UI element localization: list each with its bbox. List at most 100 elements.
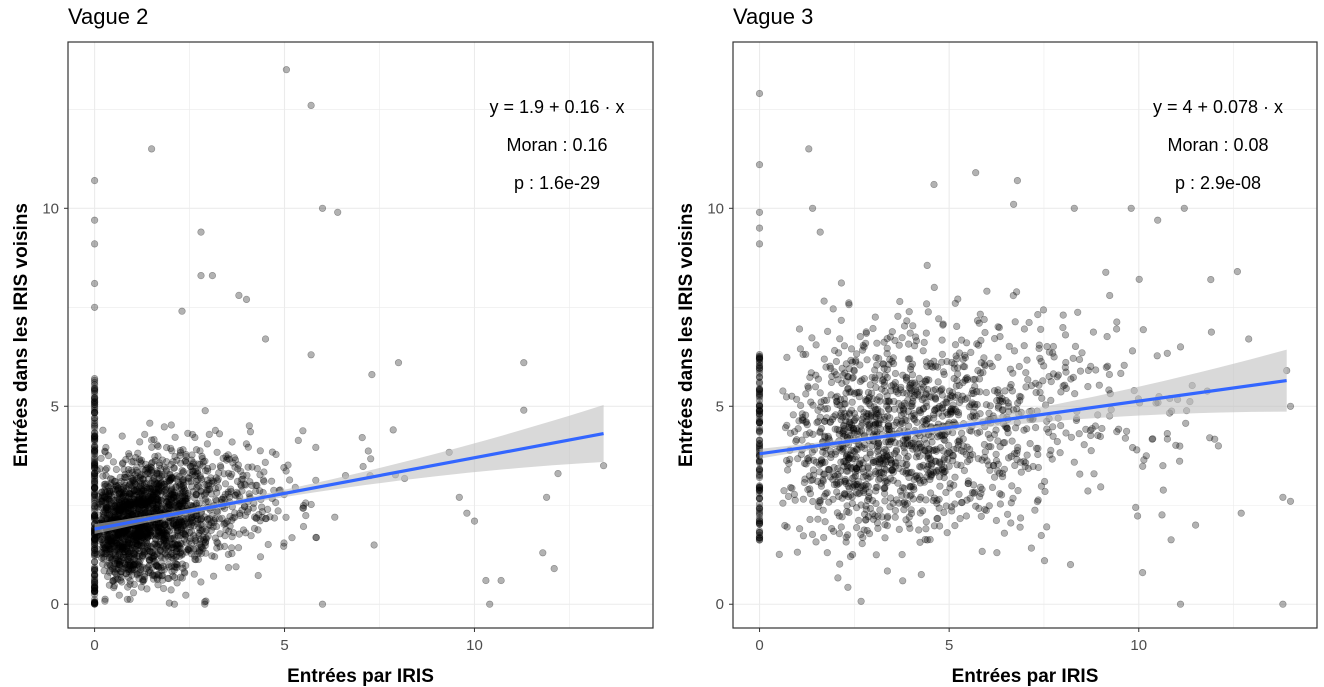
- data-point: [90, 461, 99, 469]
- data-point: [282, 513, 290, 521]
- data-point: [1014, 487, 1022, 495]
- data-point: [122, 569, 130, 577]
- data-point: [90, 540, 99, 548]
- data-point: [135, 562, 143, 570]
- data-point: [962, 512, 971, 520]
- data-point: [864, 416, 872, 424]
- data-point: [931, 362, 940, 370]
- data-point: [90, 449, 99, 457]
- data-point: [90, 538, 99, 547]
- data-point: [148, 145, 156, 153]
- data-point: [940, 508, 948, 517]
- data-point: [176, 552, 184, 560]
- data-point: [114, 541, 123, 549]
- data-point: [830, 463, 838, 472]
- data-point: [334, 208, 342, 216]
- data-point: [201, 480, 209, 489]
- data-point: [90, 488, 99, 496]
- data-point: [110, 501, 119, 510]
- data-point: [1016, 514, 1025, 522]
- data-point: [1154, 216, 1162, 224]
- data-point: [1117, 369, 1125, 378]
- data-point: [90, 590, 99, 599]
- data-point: [192, 465, 200, 473]
- data-point: [236, 511, 244, 520]
- data-point: [90, 460, 99, 468]
- data-point: [192, 491, 200, 499]
- data-point: [802, 390, 810, 398]
- data-point: [832, 357, 841, 366]
- data-point: [90, 558, 99, 566]
- data-point: [144, 493, 153, 501]
- stat-annotation: p : 2.9e-08: [1175, 173, 1261, 193]
- data-point: [90, 394, 99, 403]
- data-point: [975, 504, 983, 513]
- data-point: [102, 443, 110, 452]
- data-point: [105, 581, 113, 589]
- data-point: [968, 389, 976, 398]
- data-point: [1120, 361, 1128, 369]
- data-point: [871, 313, 879, 321]
- data-point: [90, 240, 99, 248]
- data-point: [894, 454, 902, 462]
- data-point: [793, 548, 802, 556]
- data-point: [818, 458, 827, 467]
- data-point: [973, 429, 982, 437]
- data-point: [142, 527, 150, 536]
- data-point: [798, 436, 806, 444]
- data-point: [980, 453, 989, 461]
- data-point: [101, 493, 109, 501]
- data-point: [755, 89, 764, 98]
- data-point: [132, 539, 140, 548]
- data-point: [90, 572, 99, 580]
- data-point: [134, 524, 142, 532]
- data-point: [755, 511, 764, 519]
- data-point: [90, 378, 99, 387]
- data-point: [816, 228, 824, 236]
- data-point: [1159, 486, 1167, 494]
- data-point: [161, 483, 169, 491]
- data-point: [1094, 431, 1102, 440]
- data-point: [90, 504, 99, 513]
- data-point: [999, 406, 1007, 414]
- data-point: [146, 419, 154, 427]
- data-point: [203, 526, 211, 534]
- data-point: [869, 324, 877, 333]
- data-point: [812, 341, 820, 349]
- data-point: [873, 339, 881, 347]
- data-point: [199, 533, 207, 541]
- data-point: [915, 374, 923, 383]
- data-point: [960, 363, 969, 371]
- data-point: [108, 502, 116, 510]
- data-point: [119, 553, 127, 562]
- data-point: [256, 553, 265, 561]
- data-point: [930, 283, 938, 292]
- stat-annotation: y = 1.9 + 0.16 · x: [489, 97, 624, 117]
- data-point: [899, 577, 907, 585]
- data-point: [145, 529, 153, 538]
- data-point: [880, 416, 888, 424]
- data-point: [133, 498, 141, 506]
- data-point: [164, 548, 172, 556]
- data-point: [1075, 430, 1083, 438]
- data-point: [90, 417, 99, 425]
- data-point: [165, 474, 173, 482]
- data-point: [90, 490, 99, 499]
- data-point: [830, 368, 838, 376]
- data-point: [1013, 405, 1021, 413]
- data-point: [165, 504, 173, 512]
- data-point: [230, 454, 238, 462]
- data-point: [204, 467, 212, 475]
- data-point: [926, 475, 934, 484]
- data-point: [1112, 325, 1121, 333]
- data-point: [307, 101, 315, 109]
- data-point: [790, 490, 799, 499]
- data-point: [955, 349, 964, 357]
- data-point: [133, 533, 142, 541]
- data-point: [151, 540, 159, 548]
- data-point: [870, 403, 878, 411]
- data-point: [260, 478, 268, 486]
- data-point: [856, 428, 864, 436]
- data-point: [90, 600, 99, 608]
- grid-lines: [68, 42, 653, 628]
